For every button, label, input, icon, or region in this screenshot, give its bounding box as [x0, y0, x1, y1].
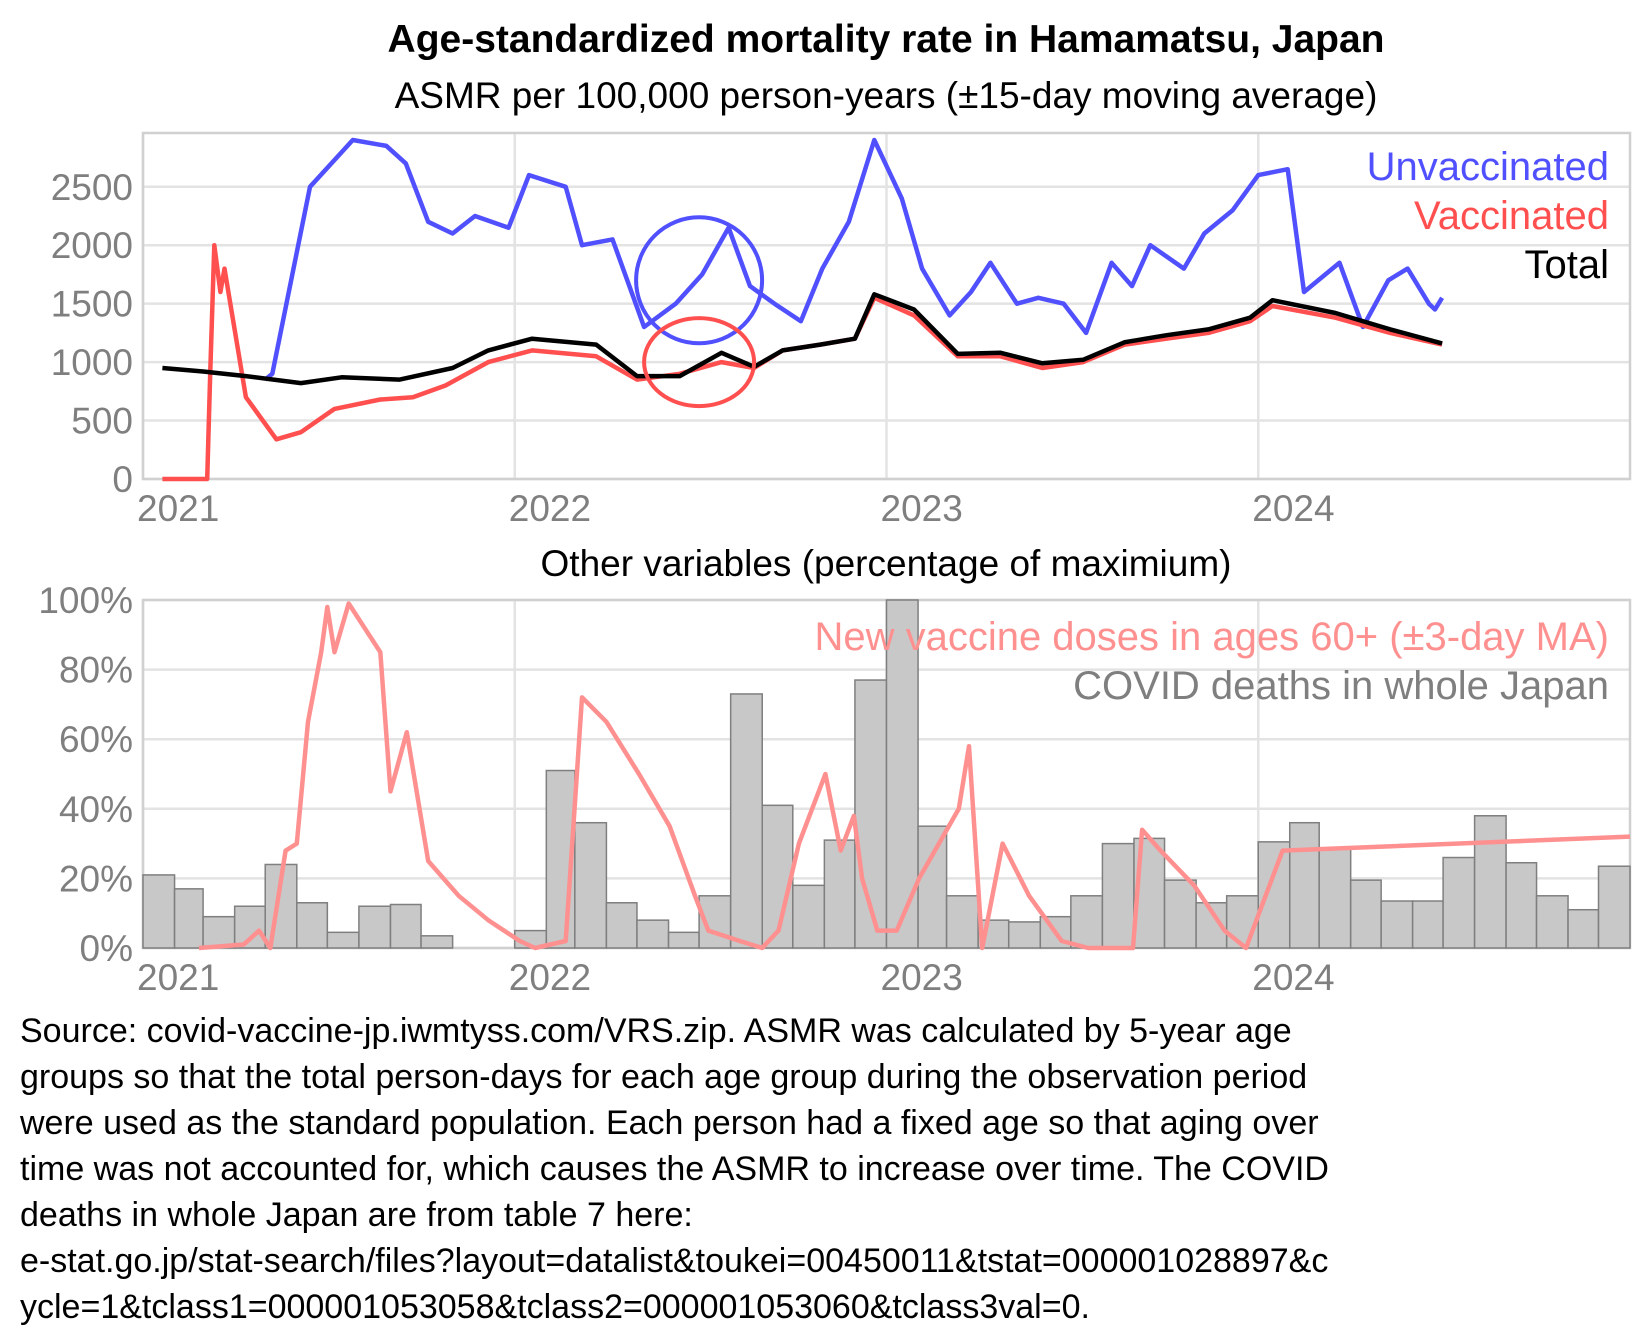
annotation-circle-unvaccinated: [634, 215, 765, 346]
panel-title: Other variables (percentage of maximium): [541, 543, 1232, 584]
covid-deaths-bar: [1505, 861, 1538, 949]
covid-deaths-bar: [389, 903, 422, 949]
source-line: Source: covid-vaccine-jp.iwmtyss.com/VRS…: [20, 1012, 1292, 1050]
covid-deaths-bar: [1101, 842, 1135, 949]
y-tick-label: 1500: [51, 284, 133, 325]
covid-deaths-bar: [1567, 908, 1600, 949]
covid-deaths-bar: [326, 931, 360, 949]
series-line-total: [162, 292, 1443, 386]
legend-vaccine-doses: New vaccine doses in ages 60+ (±3-day MA…: [814, 615, 1609, 659]
covid-deaths-bar: [917, 825, 948, 949]
covid-deaths-bar: [1163, 879, 1197, 949]
covid-deaths-bar: [761, 804, 794, 949]
source-line: time was not accounted for, which causes…: [20, 1150, 1329, 1188]
plot-border: [141, 131, 1632, 481]
covid-deaths-bar: [574, 821, 608, 949]
covid-deaths-bar: [1380, 900, 1414, 949]
covid-deaths-bar: [823, 839, 856, 949]
covid-deaths-bar: [1597, 865, 1631, 949]
covid-deaths-bar: [142, 874, 176, 949]
source-line: deaths in whole Japan are from table 7 h…: [20, 1196, 693, 1234]
covid-deaths-bar: [1007, 921, 1042, 949]
y-tick-label: 0: [112, 459, 133, 500]
y-tick-label: 0%: [80, 928, 133, 969]
covid-deaths-bar: [1442, 856, 1476, 949]
series-line-unvaccinated: [263, 137, 1445, 382]
chart-subtitle: ASMR per 100,000 person-years (±15-day m…: [395, 75, 1378, 116]
y-tick-label: 80%: [59, 650, 133, 691]
covid-deaths-bar: [1411, 900, 1444, 949]
y-tick-label: 1000: [51, 342, 133, 383]
covid-deaths-bar: [605, 902, 638, 949]
covid-deaths-bar: [173, 888, 204, 949]
covid-deaths-bar: [1318, 848, 1352, 949]
x-tick-label: 2024: [1252, 957, 1334, 998]
legend-total: Total: [1525, 243, 1610, 287]
x-tick-label: 2023: [881, 957, 963, 998]
covid-deaths-bar: [729, 693, 763, 949]
panel-1: 0% 20% 40% 60% 80% 100% 2021 2022 2023 2024: [38, 580, 1632, 998]
covid-deaths-bar: [1349, 879, 1382, 949]
x-tick-label: 2024: [1252, 488, 1334, 529]
x-tick-label: 2021: [137, 488, 219, 529]
y-tick-label: 500: [71, 401, 133, 442]
vaccine-doses-line: [198, 601, 1631, 951]
covid-deaths-bar: [1535, 895, 1569, 949]
covid-deaths-bar: [636, 919, 670, 949]
covid-deaths-bar: [420, 935, 454, 949]
legend-unvaccinated: Unvaccinated: [1367, 145, 1609, 189]
source-note: Source: covid-vaccine-jp.iwmtyss.com/VRS…: [20, 1008, 1635, 1330]
source-line: groups so that the total person-days for…: [20, 1058, 1308, 1096]
source-line: were used as the standard population. Ea…: [20, 1104, 1319, 1142]
covid-deaths-bar: [1288, 821, 1320, 949]
x-tick-label: 2022: [509, 488, 591, 529]
source-line: ycle=1&tclass1=000001053058&tclass2=0000…: [20, 1288, 1090, 1326]
covid-deaths-bar: [667, 931, 700, 949]
x-tick-label: 2021: [137, 957, 219, 998]
series-line-vaccinated: [162, 242, 1443, 482]
panel-0: 0 500 1000 1500 2000 2500 2021 2022 2023 2024: [51, 131, 1632, 529]
legend-covid-deaths: COVID deaths in whole Japan: [1073, 664, 1609, 708]
x-tick-label: 2023: [881, 488, 963, 529]
x-tick-label: 2022: [509, 957, 591, 998]
y-tick-label: 2500: [51, 167, 133, 208]
covid-deaths-bar: [1257, 841, 1291, 949]
covid-deaths-bar: [358, 905, 392, 949]
covid-deaths-bar: [945, 895, 979, 949]
annotation-circle-vaccinated: [642, 316, 757, 409]
y-tick-label: 40%: [59, 789, 133, 830]
covid-deaths-bar: [792, 884, 826, 949]
y-tick-label: 20%: [59, 858, 133, 899]
y-tick-label: 100%: [38, 580, 133, 621]
covid-deaths-bar: [1070, 895, 1104, 949]
covid-deaths-bar: [1473, 815, 1507, 949]
source-line: e-stat.go.jp/stat-search/files?layout=da…: [20, 1242, 1329, 1280]
chart-title: Age-standardized mortality rate in Hamam…: [388, 18, 1385, 61]
legend-vaccinated: Vaccinated: [1414, 194, 1609, 238]
covid-deaths-bar: [202, 915, 236, 949]
y-tick-label: 60%: [59, 719, 133, 760]
y-tick-label: 2000: [51, 225, 133, 266]
covid-deaths-bar: [296, 902, 329, 949]
covid-deaths-bar: [885, 599, 919, 949]
